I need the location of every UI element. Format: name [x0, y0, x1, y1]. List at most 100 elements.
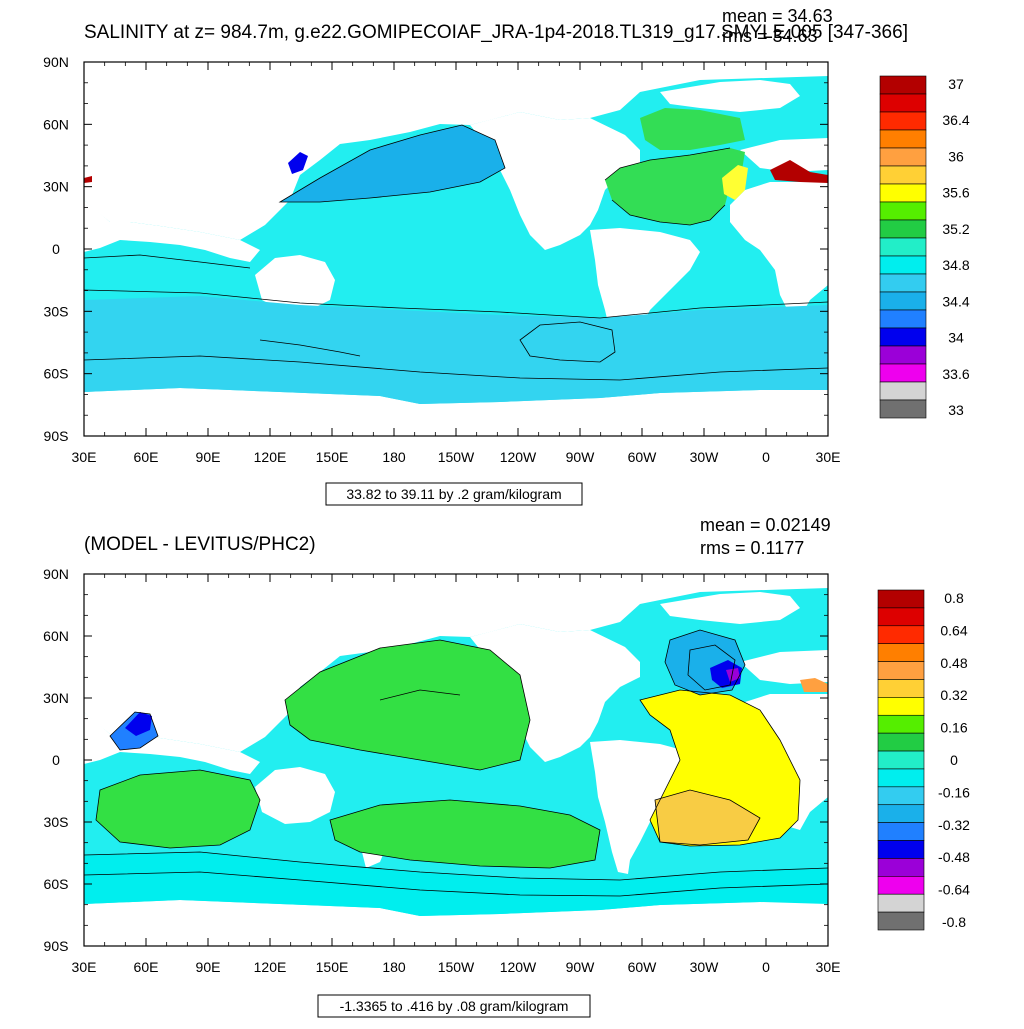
colorbar-swatch [877, 643, 925, 662]
atlantic-orange [655, 790, 760, 845]
north-pacific-fresh [280, 125, 505, 202]
colorbar-swatch [879, 327, 927, 347]
colorbar-swatch [877, 822, 925, 841]
panel-title: SALINITY at z= 984.7m, g.e22.GOMIPECOIAF… [84, 22, 908, 43]
australia-land [255, 255, 335, 312]
antarctica-land [84, 900, 828, 946]
rms-label: rms = 0.1177 [700, 538, 804, 558]
med-outflow [770, 160, 828, 183]
colorbar-label: -0.32 [938, 817, 970, 833]
map-area [84, 62, 828, 436]
x-tick-label: 120W [500, 959, 537, 975]
colorbar-swatch [877, 607, 925, 627]
pacific-green [285, 640, 530, 770]
y-tick-label: 0 [52, 241, 60, 257]
colorbar-swatch [879, 273, 927, 293]
mean-label: mean = 34.63 [722, 6, 833, 26]
colorbar-swatch [879, 255, 927, 275]
colorbar: 37 36.4 36 35.6 35.2 34.8 34.4 34 33.6 33 [879, 75, 970, 419]
colorbar-swatch [877, 589, 925, 609]
y-tick-label: 90N [43, 54, 69, 70]
panel-title: (MODEL - LEVITUS/PHC2) [84, 534, 316, 555]
colorbar-swatch [879, 201, 927, 221]
x-tick-label: 180 [382, 449, 406, 465]
colorbar-label: -0.64 [938, 882, 970, 898]
y-tick-label: 60S [44, 366, 69, 382]
colorbar-swatch [879, 399, 927, 419]
colorbar-swatch [877, 858, 925, 877]
africa-land [730, 182, 828, 318]
asia-land [84, 712, 260, 774]
y-tick-label: 90S [44, 938, 69, 954]
colorbar-swatch [877, 768, 925, 788]
colorbar-swatch [879, 291, 927, 311]
colorbar-label: 37 [948, 76, 964, 92]
x-tick-label: 60E [134, 959, 159, 975]
x-tick-label: 150E [316, 959, 349, 975]
japan-sea-patch [288, 152, 308, 174]
colorbar-swatch [877, 714, 925, 734]
colorbar-swatch [879, 147, 927, 167]
colorbar-swatch [877, 750, 925, 770]
colorbar-swatch [879, 345, 927, 365]
x-tick-label: 120E [254, 959, 287, 975]
colorbar-swatch [879, 363, 927, 383]
x-tick-label: 90E [196, 449, 221, 465]
x-tick-label: 90E [196, 959, 221, 975]
x-tick-label: 0 [762, 449, 770, 465]
colorbar-swatch [877, 876, 925, 895]
panel-difference: (MODEL - LEVITUS/PHC2) mean = 0.02149 rm… [43, 515, 970, 1018]
colorbar-swatch [879, 75, 927, 95]
colorbar-label: 0.32 [940, 687, 967, 703]
x-tick-label: 30E [72, 959, 97, 975]
southern-band [84, 296, 828, 404]
south-pacific-green [330, 800, 600, 868]
y-tick-label: 30S [44, 814, 69, 830]
x-tick-label: 30W [690, 959, 720, 975]
greenland-land [660, 80, 800, 112]
med-orange [800, 678, 828, 692]
x-tick-label: 90W [566, 959, 596, 975]
colorbar-label: 35.2 [942, 221, 969, 237]
y-tick-label: 90S [44, 428, 69, 444]
x-tick-label: 90W [566, 449, 596, 465]
south-america-land [590, 740, 700, 874]
colorbar-label: -0.16 [938, 784, 970, 800]
x-tick-label: 150W [438, 449, 475, 465]
y-tick-label: 30N [43, 690, 69, 706]
x-tick-label: 30E [816, 959, 841, 975]
x-tick-label: 0 [762, 959, 770, 975]
x-tick-label: 120W [500, 449, 537, 465]
info-box [325, 482, 583, 506]
colorbar-swatch [879, 381, 927, 401]
axis-ticks: 30E 60E 90E 120E 150E 180 150W 120W 90W 60W 30W 0 30… [43, 54, 840, 465]
colorbar-label: 0.48 [940, 655, 967, 671]
colorbar-swatch [877, 840, 925, 859]
y-tick-label: 60N [43, 116, 69, 132]
info-label: -1.3365 to .416 by .08 gram/kilogram [340, 998, 569, 1014]
europe-land [740, 650, 828, 684]
colorbar-swatch [879, 165, 927, 185]
labrador-magenta [726, 668, 740, 682]
labrador-green [640, 108, 745, 150]
colorbar-label: 34 [948, 330, 964, 346]
y-tick-label: 90N [43, 566, 69, 582]
y-tick-label: 30S [44, 303, 69, 319]
rms-label: rms = 34.63 [722, 26, 818, 46]
panel-salinity: SALINITY at z= 984.7m, g.e22.GOMIPECOIAF… [43, 6, 970, 506]
antarctica-land [84, 388, 828, 436]
colorbar-label: 33.6 [942, 366, 969, 382]
colorbar-swatch [877, 697, 925, 716]
colorbar-label: 33 [948, 402, 964, 418]
colorbar-swatch [879, 237, 927, 257]
colorbar-swatch [879, 129, 927, 149]
colorbar-swatch [877, 786, 925, 806]
y-tick-label: 60N [43, 628, 69, 644]
x-tick-label: 120E [254, 449, 287, 465]
arabian-deep [125, 712, 152, 736]
x-tick-label: 150E [316, 449, 349, 465]
north-america-land [470, 624, 640, 762]
colorbar-swatch [879, 183, 927, 203]
colorbar-swatch [877, 661, 925, 680]
north-atlantic-green [605, 148, 745, 225]
